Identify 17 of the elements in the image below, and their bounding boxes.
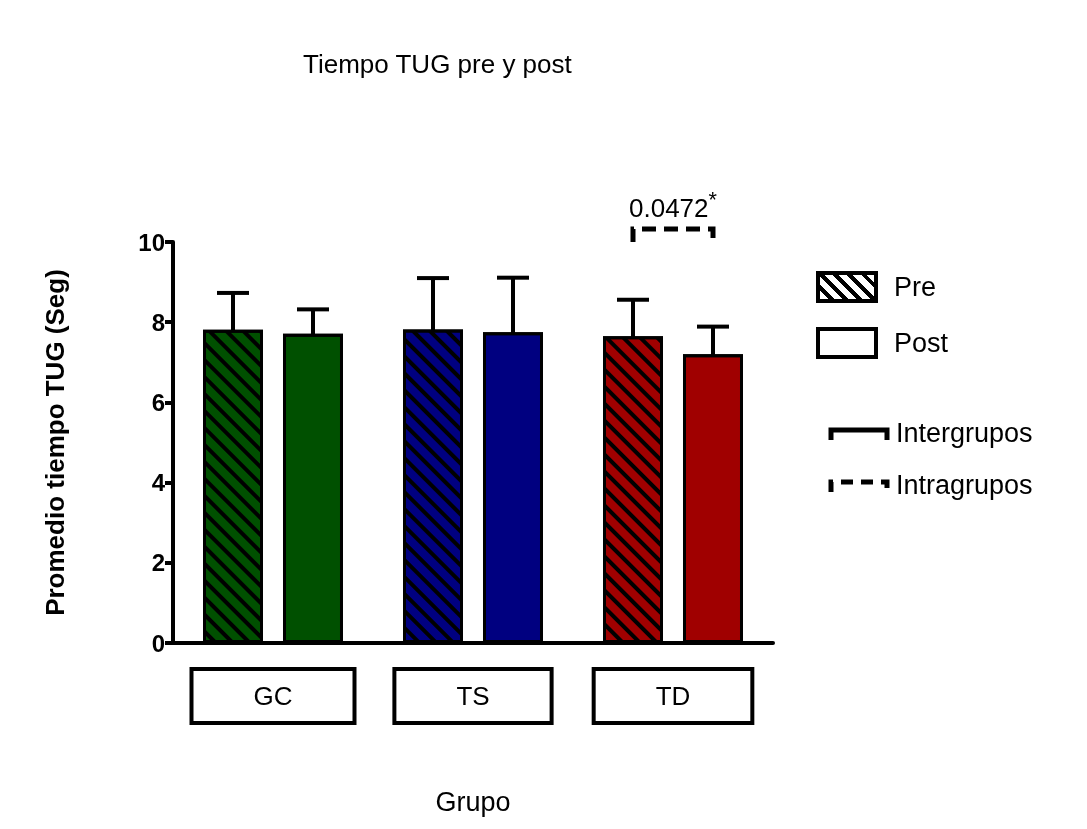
text: Intergrupos: [896, 418, 1033, 449]
y-tick-label: 6: [151, 388, 165, 416]
x-axis-title: Grupo: [435, 786, 511, 817]
legend-label: Post: [894, 327, 949, 359]
legend-label: Pre: [894, 271, 937, 303]
x-tick-label: GC: [253, 681, 293, 711]
chart-title: Tiempo TUG pre y post: [303, 49, 573, 79]
y-tick-label: 10: [138, 228, 165, 256]
x-tick-label: TD: [655, 681, 691, 711]
y-tick-label: 8: [151, 308, 165, 336]
y-tick-label: 4: [151, 469, 166, 497]
y-axis-title: Promedio tiempo TUG (Seg): [40, 269, 70, 616]
x-tick-label: TS: [456, 681, 490, 711]
text: 0.0472$^{*}$: [628, 187, 718, 224]
y-tick-label: 2: [151, 549, 165, 577]
text: Intragrupos: [896, 470, 1033, 501]
y-tick-label: 0: [151, 629, 165, 657]
